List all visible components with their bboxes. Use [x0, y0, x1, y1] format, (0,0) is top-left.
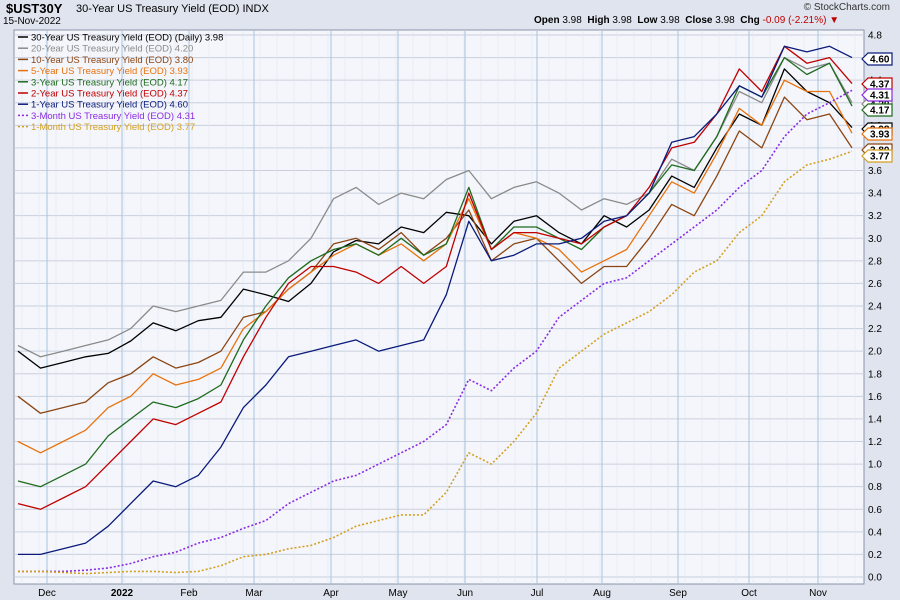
y-tick-label: 0.0: [868, 573, 882, 584]
y-tick-label: 2.4: [868, 302, 882, 313]
legend-entry: 5-Year US Treasury Yield (EOD) 3.93: [31, 66, 188, 77]
legend-entry: 20-Year US Treasury Yield (EOD) 4.20: [31, 44, 193, 55]
header-symbol: $UST30Y: [6, 1, 63, 16]
down-arrow-icon: ▼: [829, 15, 840, 26]
exchange-label: INDX: [242, 3, 269, 15]
legend-entry: 3-Month US Treasury Yield (EOD) 4.31: [31, 111, 195, 122]
last-value-label: 4.17: [870, 106, 890, 117]
open-label: Open: [534, 15, 560, 26]
last-value-badge: 4.31: [861, 88, 893, 102]
header-description: 30-Year US Treasury Yield (EOD) INDX: [76, 3, 269, 15]
low-value: 3.98: [660, 15, 680, 26]
y-tick-label: 3.4: [868, 189, 882, 200]
series-line: [17, 45, 853, 510]
series-line: [17, 79, 853, 454]
last-value-label: 4.37: [870, 80, 890, 91]
series-line: [17, 68, 853, 369]
legend-entry: 1-Year US Treasury Yield (EOD) 4.60: [31, 100, 188, 111]
y-tick-label: 3.2: [868, 211, 882, 222]
low-label: Low: [637, 15, 658, 26]
series-line: [18, 89, 853, 573]
x-tick-label: Apr: [323, 588, 339, 599]
legend-entry: 1-Month US Treasury Yield (EOD) 3.77: [31, 122, 195, 133]
x-tick-label: Nov: [809, 588, 827, 599]
series-description: 30-Year US Treasury Yield (EOD): [76, 3, 240, 15]
legend-entry: 3-Year US Treasury Yield (EOD) 4.17: [31, 77, 188, 88]
close-label: Close: [685, 15, 713, 26]
header-date: 15-Nov-2022: [3, 16, 61, 27]
y-tick-label: 0.6: [868, 505, 882, 516]
last-value-badge: 3.93: [861, 127, 893, 141]
legend-entry: 10-Year US Treasury Yield (EOD) 3.80: [31, 55, 193, 66]
y-tick-label: 3.6: [868, 166, 882, 177]
series-line: [18, 45, 853, 556]
y-tick-label: 2.0: [868, 347, 882, 358]
y-tick-label: 1.6: [868, 392, 882, 403]
legend-entry: 30-Year US Treasury Yield (EOD) (Daily) …: [31, 33, 223, 44]
last-value-badge: 4.17: [861, 103, 893, 117]
y-tick-label: 3.0: [868, 234, 882, 245]
y-tick-label: 0.2: [868, 550, 882, 561]
y-tick-label: 0.8: [868, 482, 882, 493]
y-tick-label: 1.8: [868, 369, 882, 380]
x-tick-label: Sep: [669, 588, 687, 599]
ohlc-readout: Open 3.98 High 3.98 Low 3.98 Close 3.98 …: [534, 15, 839, 26]
x-tick-label: 2022: [111, 588, 134, 599]
y-tick-label: 1.4: [868, 414, 882, 425]
last-value-label: 4.60: [870, 55, 890, 66]
x-tick-label: Feb: [180, 588, 198, 599]
high-value: 3.98: [612, 15, 632, 26]
chg-label: Chg: [740, 15, 760, 26]
high-label: High: [587, 15, 610, 26]
x-tick-label: Aug: [593, 588, 611, 599]
series-line: [17, 96, 853, 414]
y-tick-label: 2.8: [868, 256, 882, 267]
legend-entry: 2-Year US Treasury Yield (EOD) 4.37: [31, 89, 188, 100]
open-value: 3.98: [562, 15, 582, 26]
last-value-label: 3.77: [870, 152, 890, 163]
y-tick-label: 1.2: [868, 437, 882, 448]
x-tick-label: Dec: [38, 588, 56, 599]
last-value-badge: 3.77: [861, 149, 893, 163]
last-value-badge: 4.60: [861, 52, 893, 66]
y-tick-label: 1.0: [868, 460, 882, 471]
y-tick-label: 2.2: [868, 324, 882, 335]
close-value: 3.98: [715, 15, 735, 26]
last-value-badge: 4.37: [861, 77, 893, 91]
x-tick-label: May: [389, 588, 408, 599]
series-line: [17, 56, 853, 488]
x-tick-label: Jul: [531, 588, 544, 599]
chg-value: -0.09 (-2.21%): [762, 15, 827, 26]
y-tick-label: 4.8: [868, 31, 882, 42]
y-tick-label: 2.6: [868, 279, 882, 290]
x-tick-label: Mar: [245, 588, 263, 599]
x-tick-label: Oct: [741, 588, 757, 599]
last-value-label: 4.31: [870, 91, 890, 102]
y-tick-label: 0.4: [868, 527, 882, 538]
credit-text: © StockCharts.com: [803, 2, 890, 13]
x-tick-label: Jun: [457, 588, 473, 599]
last-value-label: 3.93: [870, 130, 890, 141]
